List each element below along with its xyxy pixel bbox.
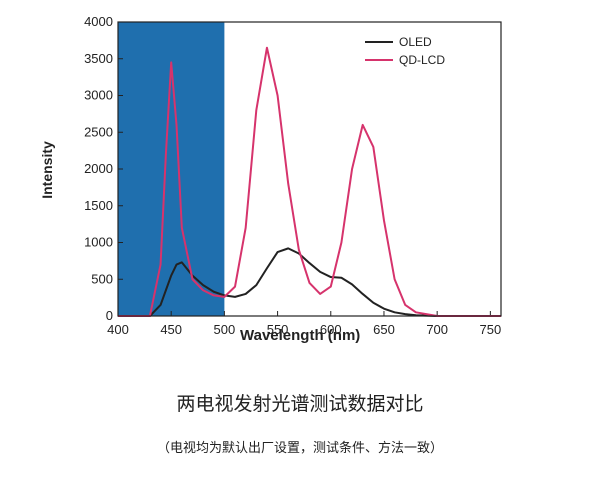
y-tick-label: 2500 xyxy=(84,124,113,139)
x-tick-label: 400 xyxy=(107,322,129,337)
y-tick-label: 2000 xyxy=(84,161,113,176)
y-tick-label: 3000 xyxy=(84,88,113,103)
plot-frame xyxy=(117,21,502,317)
y-tick-label: 500 xyxy=(91,271,113,286)
caption: 两电视发射光谱测试数据对比 xyxy=(176,393,423,415)
legend-label: QD-LCD xyxy=(399,53,445,67)
legend-label: OLED xyxy=(399,35,432,49)
y-tick-label: 1500 xyxy=(84,198,113,213)
series-line xyxy=(118,46,501,317)
series-line xyxy=(118,247,501,317)
y-tick-label: 1000 xyxy=(84,235,113,250)
x-tick-label: 450 xyxy=(160,322,182,337)
x-tick-label: 650 xyxy=(373,322,395,337)
y-tick-label: 0 xyxy=(106,308,113,323)
x-tick-label: 550 xyxy=(267,322,289,337)
note: （电视均为默认出厂设置，测试条件、方法一致） xyxy=(157,440,443,456)
y-tick-label: 3500 xyxy=(84,51,113,66)
x-tick-label: 500 xyxy=(214,322,236,337)
y-tick-label: 4000 xyxy=(84,14,113,29)
x-tick-label: 600 xyxy=(320,322,342,337)
x-tick-label: 700 xyxy=(426,322,448,337)
y-axis-label: Intensity xyxy=(39,141,55,199)
x-axis-label: Wavelength (nm) xyxy=(240,327,360,344)
x-tick-label: 750 xyxy=(480,322,502,337)
